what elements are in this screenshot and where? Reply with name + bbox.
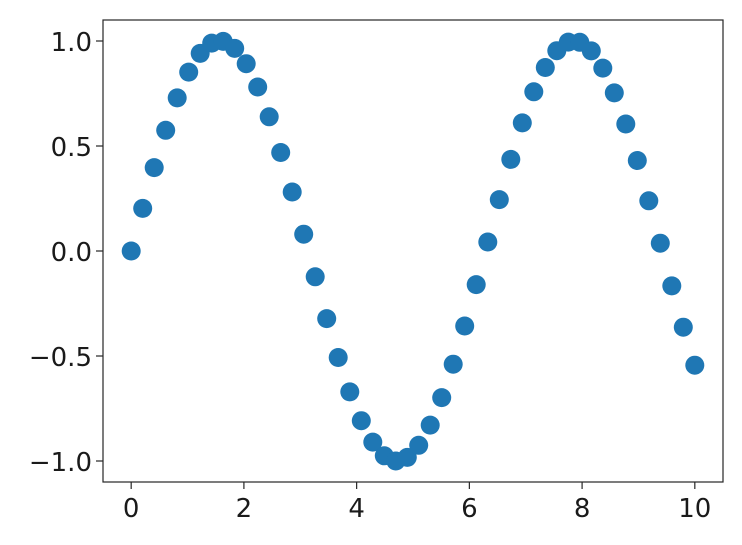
data-point [179, 62, 199, 82]
x-axis-tick-label: 10 [678, 494, 711, 524]
data-point [489, 190, 509, 210]
y-axis-tick-label: 0.5 [51, 133, 92, 163]
data-point [294, 224, 314, 244]
data-point [317, 309, 337, 329]
data-point [639, 191, 659, 211]
data-point [236, 54, 256, 74]
data-point [144, 158, 164, 178]
data-point [328, 348, 348, 367]
data-point [397, 447, 417, 467]
data-point [271, 143, 291, 162]
data-point [501, 149, 521, 169]
data-point [282, 182, 302, 202]
x-axis-tick-label: 2 [236, 494, 253, 524]
data-point [535, 58, 555, 77]
y-axis-tick-label: 0.0 [51, 238, 92, 268]
data-point [616, 114, 636, 134]
data-point [133, 198, 153, 218]
data-point [167, 88, 187, 108]
data-point [156, 120, 176, 140]
data-point [673, 317, 693, 337]
data-point [443, 354, 463, 374]
data-point [340, 382, 360, 402]
data-point [650, 233, 670, 253]
data-point [432, 388, 452, 408]
data-point [478, 232, 498, 252]
data-point [363, 432, 383, 452]
data-point [512, 113, 532, 133]
data-point [225, 38, 245, 58]
x-axis-tick-label: 8 [574, 494, 591, 524]
data-point [259, 107, 279, 127]
data-point [420, 415, 440, 435]
data-point [524, 82, 544, 102]
data-point [662, 276, 682, 296]
data-point [351, 411, 371, 431]
data-point [593, 58, 613, 78]
data-point [685, 355, 705, 375]
data-point [455, 316, 475, 336]
x-axis-tick-label: 0 [123, 494, 140, 524]
data-point [305, 267, 325, 287]
y-axis-tick-label: −0.5 [29, 343, 92, 373]
data-point [627, 151, 647, 170]
data-point [581, 41, 601, 61]
data-point [248, 77, 268, 97]
x-axis-tick-label: 4 [348, 494, 365, 524]
data-point [409, 435, 429, 455]
y-axis-tick-label: −1.0 [29, 448, 92, 478]
y-axis-tick-label: 1.0 [51, 28, 92, 58]
data-point [604, 83, 624, 103]
data-point [121, 241, 141, 261]
plot-spines [102, 19, 724, 483]
x-axis-tick-label: 6 [461, 494, 478, 524]
data-point [466, 275, 486, 295]
